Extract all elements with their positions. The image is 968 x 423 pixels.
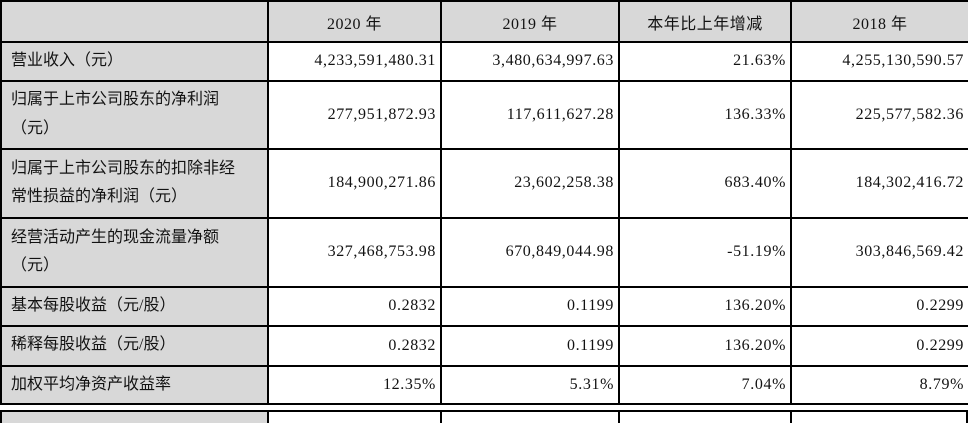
row-label-operating-revenue: 营业收入（元）: [0, 41, 269, 82]
col-header-yoy-change: 本年比上年增减: [618, 0, 792, 43]
value-cell: 8.79%: [790, 364, 968, 406]
table-row: 稀释每股收益（元/股） 0.2832 0.1199 136.20% 0.2299: [0, 324, 968, 367]
row-label-diluted-eps: 稀释每股收益（元/股）: [0, 324, 269, 367]
value-cell: 21.63%: [618, 41, 792, 82]
value-cell: 7.04%: [618, 364, 792, 406]
value-cell: 327,468,753.98: [267, 216, 442, 288]
value-cell: 4,255,130,590.57: [790, 41, 968, 82]
row-label-basic-eps: 基本每股收益（元/股）: [0, 285, 269, 327]
table-row: 加权平均净资产收益率 12.35% 5.31% 7.04% 8.79%: [0, 364, 968, 406]
value-cell: -51.19%: [618, 216, 792, 288]
value-cell: 184,302,416.72: [790, 147, 968, 219]
value-cell: 0.1199: [440, 324, 620, 367]
value-cell: 12.35%: [267, 364, 442, 406]
table-row: 基本每股收益（元/股） 0.2832 0.1199 136.20% 0.2299: [0, 285, 968, 327]
table-row: 归属于上市公司股东的扣除非经常性损益的净利润（元） 184,900,271.86…: [0, 147, 968, 219]
row-label-net-profit-excl-nonrecurring: 归属于上市公司股东的扣除非经常性损益的净利润（元）: [0, 147, 269, 219]
partial-cell: [440, 412, 618, 423]
row-label-net-profit-attributable: 归属于上市公司股东的净利润（元）: [0, 79, 269, 150]
value-cell: 0.1199: [440, 285, 620, 327]
col-header-blank: [0, 0, 269, 43]
value-cell: 4,233,591,480.31: [267, 41, 442, 82]
value-cell: 184,900,271.86: [267, 147, 442, 219]
value-cell: 23,602,258.38: [440, 147, 620, 219]
value-cell: 3,480,634,997.63: [440, 41, 620, 82]
value-cell: 303,846,569.42: [790, 216, 968, 288]
table-row: 营业收入（元） 4,233,591,480.31 3,480,634,997.6…: [0, 41, 968, 82]
header-row: 2020 年 2019 年 本年比上年增减 2018 年: [0, 0, 968, 43]
partial-next-row: [0, 410, 968, 423]
partial-cell: [267, 412, 440, 423]
value-cell: 117,611,627.28: [440, 79, 620, 150]
value-cell: 670,849,044.98: [440, 216, 620, 288]
value-cell: 136.20%: [618, 324, 792, 367]
col-header-2020: 2020 年: [267, 0, 442, 43]
value-cell: 136.20%: [618, 285, 792, 327]
value-cell: 5.31%: [440, 364, 620, 406]
value-cell: 277,951,872.93: [267, 79, 442, 150]
col-header-2018: 2018 年: [790, 0, 968, 43]
row-label-operating-cash-flow: 经营活动产生的现金流量净额（元）: [0, 216, 269, 288]
value-cell: 225,577,582.36: [790, 79, 968, 150]
partial-cell: [618, 412, 790, 423]
value-cell: 136.33%: [618, 79, 792, 150]
row-label-weighted-avg-roe: 加权平均净资产收益率: [0, 364, 269, 406]
financial-summary-table: 2020 年 2019 年 本年比上年增减 2018 年 营业收入（元） 4,2…: [0, 0, 968, 406]
col-header-2019: 2019 年: [440, 0, 620, 43]
value-cell: 683.40%: [618, 147, 792, 219]
table-row: 经营活动产生的现金流量净额（元） 327,468,753.98 670,849,…: [0, 216, 968, 288]
value-cell: 0.2299: [790, 285, 968, 327]
value-cell: 0.2832: [267, 285, 442, 327]
value-cell: 0.2299: [790, 324, 968, 367]
value-cell: 0.2832: [267, 324, 442, 367]
partial-cell: [0, 412, 267, 423]
table-row: 归属于上市公司股东的净利润（元） 277,951,872.93 117,611,…: [0, 79, 968, 150]
partial-cell: [790, 412, 968, 423]
